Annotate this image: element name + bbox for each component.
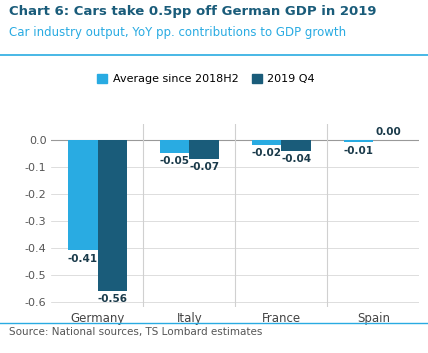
Bar xyxy=(190,140,219,158)
Bar xyxy=(344,140,373,143)
Text: Car industry output, YoY pp. contributions to GDP growth: Car industry output, YoY pp. contributio… xyxy=(9,26,346,40)
Text: -0.02: -0.02 xyxy=(252,148,282,158)
Legend: Average since 2018H2, 2019 Q4: Average since 2018H2, 2019 Q4 xyxy=(92,70,319,89)
Text: -0.04: -0.04 xyxy=(281,154,311,164)
Bar xyxy=(160,140,190,153)
Text: -0.41: -0.41 xyxy=(68,254,98,264)
Text: -0.01: -0.01 xyxy=(344,146,374,156)
Text: -0.05: -0.05 xyxy=(160,156,190,167)
Bar xyxy=(98,140,127,291)
Text: 0.00: 0.00 xyxy=(375,126,401,137)
Text: -0.07: -0.07 xyxy=(189,162,219,172)
Bar xyxy=(252,140,281,145)
Text: Source: National sources, TS Lombard estimates: Source: National sources, TS Lombard est… xyxy=(9,327,262,336)
Text: -0.56: -0.56 xyxy=(97,294,127,304)
Text: Chart 6: Cars take 0.5pp off German GDP in 2019: Chart 6: Cars take 0.5pp off German GDP … xyxy=(9,5,376,18)
Bar xyxy=(68,140,98,250)
Bar xyxy=(281,140,311,150)
